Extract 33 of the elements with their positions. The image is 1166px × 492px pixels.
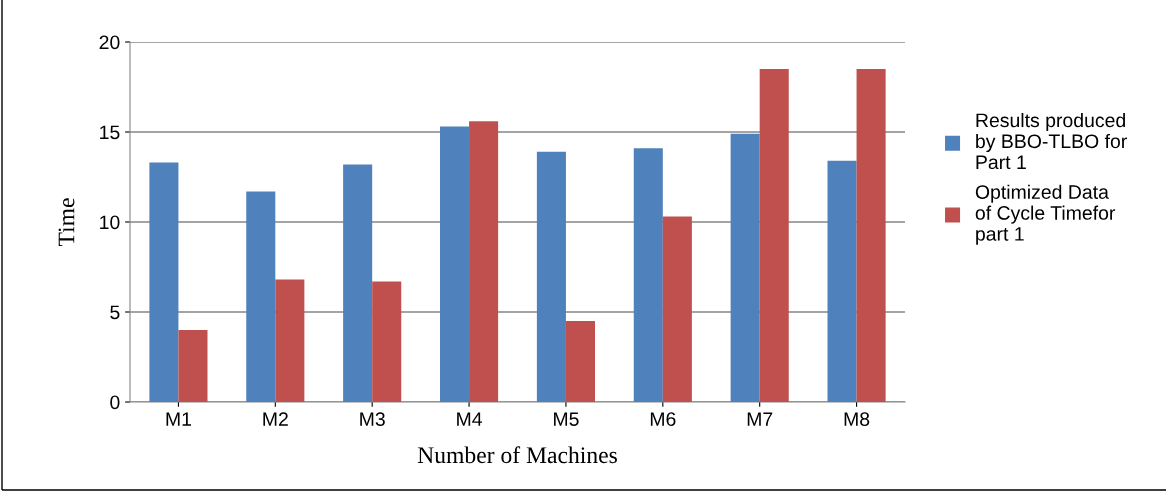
- y-tick-label: 0: [110, 395, 120, 410]
- x-tick-label: M6: [650, 412, 676, 426]
- bar: [827, 160, 857, 402]
- x-axis-title: Number of Machines: [417, 446, 617, 464]
- bar: [536, 151, 566, 402]
- bar: [730, 133, 760, 402]
- bar: [275, 279, 305, 402]
- bar: [759, 69, 789, 402]
- legend-label: Results produced by BBO-TLBO for Part 1: [976, 112, 1127, 170]
- bar: [440, 126, 470, 402]
- x-tick-label: M1: [166, 412, 191, 426]
- y-tick-label: 5: [110, 305, 120, 320]
- x-tick-label: M3: [360, 412, 385, 426]
- x-tick-label: M2: [263, 412, 288, 426]
- y-axis-title: Time: [58, 198, 75, 247]
- y-tick-label: 10: [100, 215, 120, 230]
- x-tick-label: M4: [457, 412, 482, 426]
- y-tick-label: 15: [100, 125, 120, 140]
- x-tick-label: M8: [844, 412, 870, 426]
- bar: [662, 216, 692, 402]
- bar: [565, 321, 595, 402]
- x-tick-label: M5: [554, 412, 579, 426]
- bar: [469, 121, 499, 402]
- bar: [178, 330, 208, 402]
- y-tick-label: 20: [99, 35, 120, 50]
- bar: [372, 281, 402, 402]
- legend-label: Optimized Data of Cycle Timefor part 1: [975, 184, 1116, 245]
- x-tick-label: M7: [747, 412, 773, 426]
- bar: [149, 162, 179, 402]
- bar: [633, 148, 663, 402]
- bar: [343, 164, 373, 402]
- bar: [856, 69, 886, 402]
- bar: [246, 191, 276, 402]
